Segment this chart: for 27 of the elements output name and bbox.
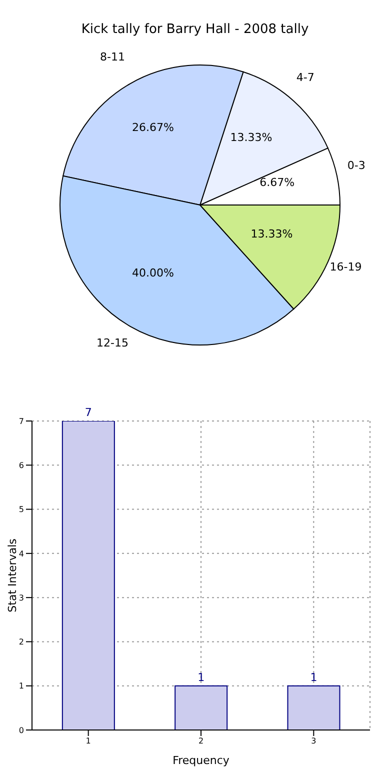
data-label: 7: [84, 406, 92, 419]
data-label: 6.67%: [260, 176, 295, 190]
y-axis-title: Stat Intervals: [6, 538, 19, 612]
data-label: 26.67%: [132, 120, 174, 134]
x-axis-title: Frequency: [172, 754, 230, 767]
x-tick-label: 2: [198, 736, 204, 746]
slice-label: 12-15: [96, 336, 129, 350]
slice-label: 4-7: [296, 70, 314, 84]
slice-label: 0-3: [347, 159, 366, 172]
y-tick-label: 0: [18, 726, 24, 735]
y-tick-label: 2: [18, 638, 24, 647]
data-label: 13.33%: [230, 131, 272, 144]
slice-label: 16-19: [330, 260, 362, 274]
y-tick-label: 3: [18, 593, 24, 602]
chart-title: Kick tally for Barry Hall - 2008 tally: [80, 22, 310, 37]
y-tick-label: 1: [18, 682, 24, 691]
data-label: 1: [310, 670, 318, 684]
y-tick-label: 5: [18, 505, 24, 514]
slice-label: 8-11: [100, 50, 125, 64]
x-tick-label: 3: [311, 736, 316, 746]
y-tick-label: 6: [18, 460, 24, 470]
data-label: 13.33%: [250, 228, 293, 241]
data-label: 40.00%: [132, 266, 174, 280]
y-tick-label: 7: [18, 416, 24, 426]
y-tick-label: 4: [18, 549, 24, 558]
data-label: 1: [198, 670, 205, 684]
x-tick-label: 1: [86, 736, 91, 746]
